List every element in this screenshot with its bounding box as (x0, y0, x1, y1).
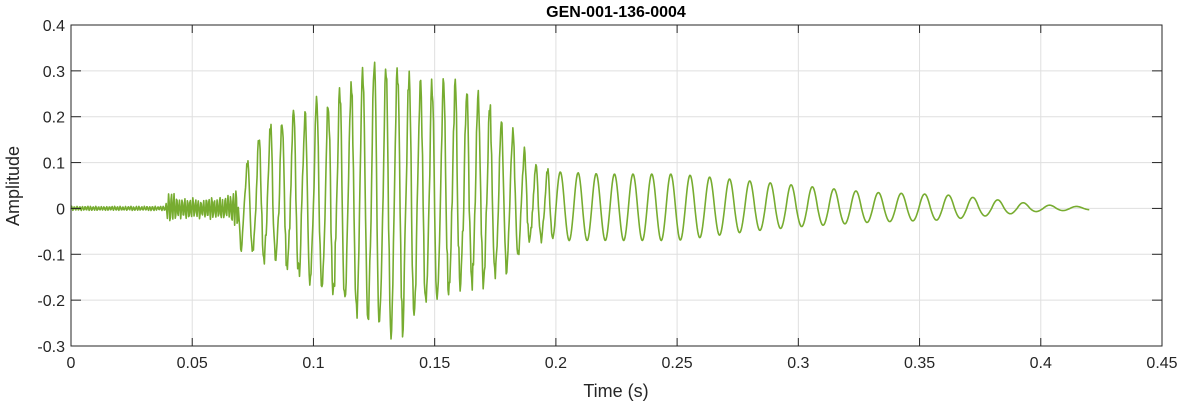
y-tick-label: 0 (56, 201, 65, 218)
y-tick-label: 0.2 (43, 110, 65, 127)
x-tick-label: 0.3 (787, 355, 809, 372)
x-tick-label: 0.2 (545, 355, 567, 372)
x-tick-label: 0 (67, 355, 76, 372)
x-tick-labels: 0 0.05 0.1 0.15 0.2 0.25 0.3 0.35 0.4 0.45 (67, 355, 1178, 372)
x-tick-label: 0.25 (662, 355, 693, 372)
y-tick-label: 0.4 (43, 18, 65, 35)
y-tick-label: -0.3 (37, 339, 65, 356)
y-tick-label: -0.1 (37, 247, 65, 264)
x-tick-label: 0.1 (302, 355, 324, 372)
plot-box (70, 24, 1163, 347)
y-tick-label: 0.1 (43, 156, 65, 173)
chart-title: GEN-001-136-0004 (546, 4, 686, 21)
y-tick-labels: -0.3 -0.2 -0.1 0 0.1 0.2 0.3 0.4 (37, 18, 65, 356)
series-layer (70, 61, 1090, 340)
y-axis-label: Amplitude (3, 146, 23, 226)
x-axis-label: Time (s) (583, 381, 648, 401)
axis-ticks (70, 24, 1163, 347)
x-tick-label: 0.45 (1146, 355, 1177, 372)
x-tick-label: 0.05 (177, 355, 208, 372)
x-tick-label: 0.4 (1030, 355, 1052, 372)
y-tick-label: -0.2 (37, 293, 65, 310)
x-tick-label: 0.15 (419, 355, 450, 372)
y-tick-label: 0.3 (43, 64, 65, 81)
waveform-series-line (70, 61, 1090, 340)
x-tick-label: 0.35 (904, 355, 935, 372)
